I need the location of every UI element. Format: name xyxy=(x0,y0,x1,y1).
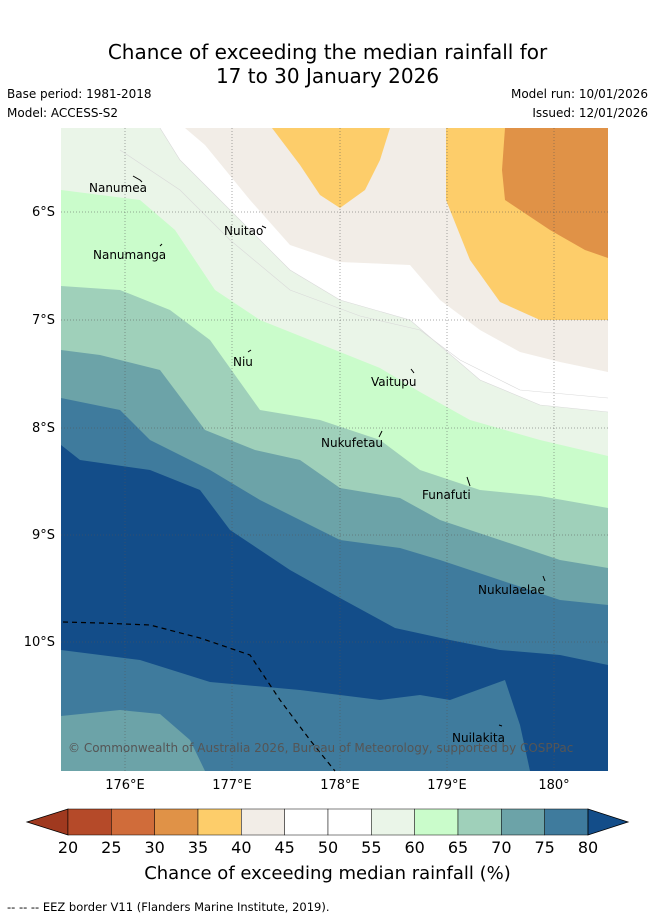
colorbar-swatch-20-25 xyxy=(67,808,112,836)
lon-label-180: 180° xyxy=(538,778,570,793)
colorbar-swatch-70-75 xyxy=(501,808,545,836)
lon-label-177e: 177°E xyxy=(212,778,252,793)
place-labels: Nanumea Nuitao Nanumanga Niu Vaitupu Nuk… xyxy=(89,181,545,745)
lat-label-8s: 8°S xyxy=(31,421,55,436)
contour-70-south xyxy=(61,710,205,771)
colorbar-swatch-65-70 xyxy=(457,808,502,836)
lat-label-7s: 7°S xyxy=(31,313,55,328)
colorbar-swatch-30-35 xyxy=(154,808,199,836)
place-niu: Niu xyxy=(233,355,253,369)
lat-label-9s: 9°S xyxy=(31,528,55,543)
colorbar-extend-low xyxy=(25,808,69,836)
lat-label-6s: 6°S xyxy=(31,205,55,220)
eez-border xyxy=(62,621,336,772)
colorbar-tick-25: 25 xyxy=(101,838,122,857)
place-funafuti: Funafuti xyxy=(422,488,471,502)
colorbar-tick-60: 60 xyxy=(404,838,425,857)
grid-lines xyxy=(61,128,608,771)
place-nanumea: Nanumea xyxy=(89,181,147,195)
island-shapes xyxy=(132,175,546,727)
lon-label-176e: 176°E xyxy=(105,778,145,793)
place-vaitupu: Vaitupu xyxy=(371,375,417,389)
colorbar-swatch-55-60 xyxy=(371,808,415,836)
colorbar-swatch-25-30 xyxy=(111,808,155,836)
colorbar xyxy=(25,808,630,836)
place-nukufetau: Nukufetau xyxy=(321,436,383,450)
model-run: Model run: 10/01/2026 xyxy=(510,87,648,101)
place-nanumanga: Nanumanga xyxy=(93,248,166,262)
colorbar-tick-40: 40 xyxy=(231,838,252,857)
colorbar-tick-35: 35 xyxy=(187,838,209,857)
colorbar-tick-20: 20 xyxy=(57,838,79,857)
copyright-notice: © Commonwealth of Australia 2026, Bureau… xyxy=(68,741,574,755)
contour-35 xyxy=(502,128,608,258)
colorbar-tick-75: 75 xyxy=(534,838,555,857)
colorbar-swatch-50-55 xyxy=(327,808,372,836)
map-title-line2: 17 to 30 January 2026 xyxy=(215,64,440,88)
colorbar-tick-45: 45 xyxy=(274,838,295,857)
colorbar-swatch-40-45 xyxy=(241,808,285,836)
colorbar-swatch-75-80 xyxy=(544,808,589,836)
colorbar-tick-55: 55 xyxy=(361,838,382,857)
colorbar-swatch-45-50 xyxy=(284,808,329,836)
contour-fill xyxy=(61,128,608,771)
colorbar-extend-high xyxy=(587,808,630,836)
place-nuitao: Nuitao xyxy=(224,224,263,238)
colorbar-tick-70: 70 xyxy=(491,838,512,857)
colorbar-tick-50: 50 xyxy=(317,838,339,857)
colorbar-swatch-35-40 xyxy=(197,808,242,836)
lon-label-178e: 178°E xyxy=(320,778,360,793)
colorbar-tick-80: 80 xyxy=(577,838,599,857)
colorbar-swatch-60-65 xyxy=(414,808,459,836)
colorbar-tick-65: 65 xyxy=(447,838,469,857)
base-period: Base period: 1981-2018 xyxy=(7,87,152,101)
lat-label-10s: 10°S xyxy=(23,635,55,650)
colorbar-tick-30: 30 xyxy=(144,838,165,857)
place-nukulaelae: Nukulaelae xyxy=(478,583,545,597)
model-name: Model: ACCESS-S2 xyxy=(7,106,119,120)
map-title-line1: Chance of exceeding the median rainfall … xyxy=(107,40,548,64)
colorbar-label: Chance of exceeding median rainfall (%) xyxy=(144,863,511,884)
place-nuilakita: Nuilakita xyxy=(452,731,505,745)
issued-date: Issued: 12/01/2026 xyxy=(532,106,648,120)
contour-80 xyxy=(61,445,608,771)
contour-40b xyxy=(272,128,390,208)
lon-label-179e: 179°E xyxy=(427,778,467,793)
eez-legend-note: -- -- -- EEZ border V11 (Flanders Marine… xyxy=(7,900,330,914)
